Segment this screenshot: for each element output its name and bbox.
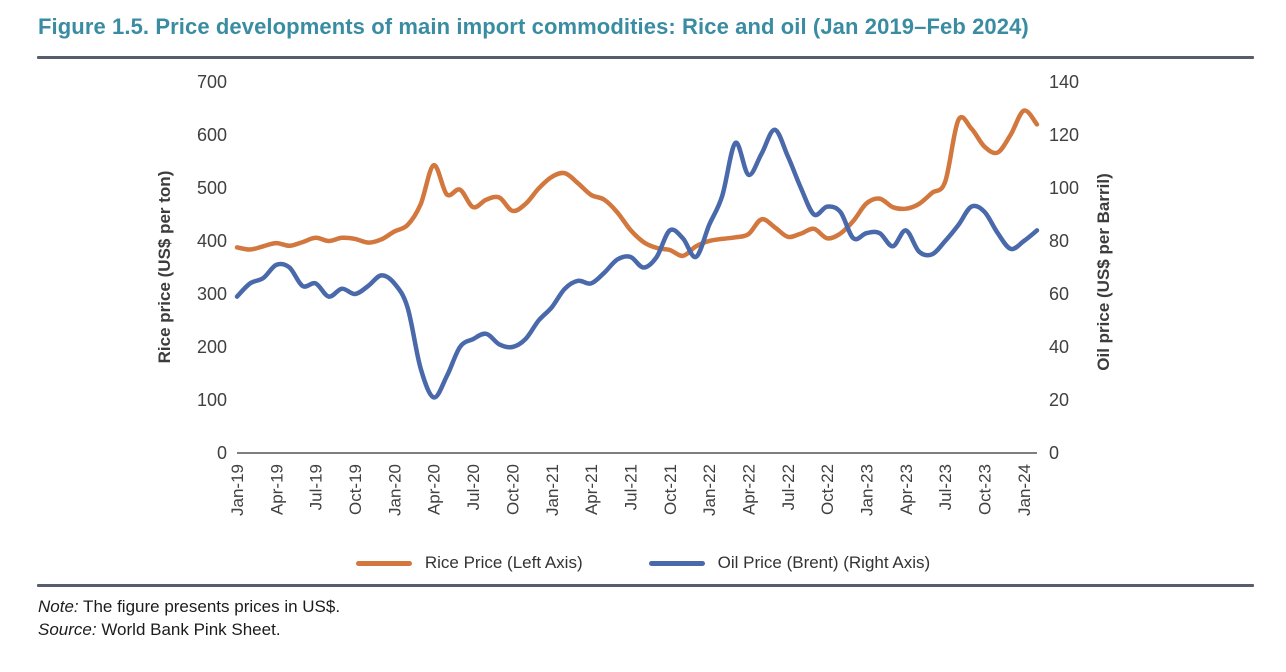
note-line: Note: The figure presents prices in US$. (38, 596, 340, 618)
oil-legend-swatch (648, 560, 705, 566)
note-text: The figure presents prices in US$. (78, 597, 341, 616)
left-axis-title: Rice price (US$ per ton) (155, 170, 174, 364)
y-axis-right-tick-label: 60 (1049, 284, 1069, 304)
y-axis-right-tick-label: 20 (1049, 390, 1069, 410)
y-axis-left-tick-label: 600 (197, 125, 227, 145)
y-axis-right-tick-label: 100 (1049, 178, 1079, 198)
x-axis-tick-label: Oct-23 (976, 464, 995, 515)
oil-price-line (234, 127, 1040, 400)
rice-price-line (234, 108, 1040, 259)
title-rule (37, 56, 1254, 59)
y-axis-left-tick-label: 300 (197, 284, 227, 304)
x-axis-tick-label: Jul-21 (621, 464, 640, 510)
rice-legend-label: Rice Price (Left Axis) (424, 553, 583, 572)
x-axis-tick-label: Oct-19 (346, 464, 365, 515)
legend: Rice Price (Left Axis) Oil Price (Brent)… (0, 553, 1286, 573)
x-axis-tick-label: Jan-23 (858, 464, 877, 516)
oil-legend-label: Oil Price (Brent) (Right Axis) (717, 553, 931, 572)
x-axis-tick-label: Jul-23 (936, 464, 955, 510)
y-axis-left-tick-label: 200 (197, 337, 227, 357)
x-axis-tick-label: Jul-22 (779, 464, 798, 510)
y-axis-left-tick-label: 0 (217, 443, 227, 463)
y-axis-right-tick-label: 0 (1049, 443, 1059, 463)
right-axis-title: Oil price (US$ per Barril) (1094, 173, 1113, 371)
y-axis-right-tick-label: 80 (1049, 231, 1069, 251)
x-axis-tick-label: Jan-21 (543, 464, 562, 516)
x-axis-tick-label: Oct-21 (661, 464, 680, 515)
rice-legend-swatch (355, 560, 412, 566)
y-axis-left-tick-label: 100 (197, 390, 227, 410)
bottom-rule (37, 584, 1254, 587)
x-axis-tick-label: Jul-19 (307, 464, 326, 510)
y-axis-right-tick-label: 120 (1049, 125, 1079, 145)
x-axis-tick-label: Apr-23 (897, 464, 916, 515)
x-axis-tick-label: Oct-20 (503, 464, 522, 515)
figure-title: Figure 1.5. Price developments of main i… (38, 14, 1029, 39)
x-axis-tick-label: Jan-19 (228, 464, 247, 516)
source-label: Source: (38, 620, 97, 639)
x-axis-tick-label: Jan-20 (385, 464, 404, 516)
source-text: World Bank Pink Sheet. (96, 620, 281, 639)
x-axis-tick-label: Apr-20 (425, 464, 444, 515)
source-line: Source: World Bank Pink Sheet. (38, 619, 281, 641)
y-axis-right-tick-label: 40 (1049, 337, 1069, 357)
x-axis-tick-label: Apr-19 (267, 464, 286, 515)
x-axis-tick-label: Jan-22 (700, 464, 719, 516)
x-axis-tick-label: Jul-20 (464, 464, 483, 510)
x-axis-tick-label: Apr-22 (739, 464, 758, 515)
y-axis-left-tick-label: 700 (197, 72, 227, 92)
legend-item-rice: Rice Price (Left Axis) (355, 553, 583, 573)
x-axis-tick-label: Jan-24 (1015, 464, 1034, 516)
x-axis-tick-label: Oct-22 (818, 464, 837, 515)
x-axis-tick-label: Apr-21 (582, 464, 601, 515)
y-axis-left-tick-label: 400 (197, 231, 227, 251)
note-label: Note: (38, 597, 79, 616)
y-axis-left-tick-label: 500 (197, 178, 227, 198)
legend-item-oil: Oil Price (Brent) (Right Axis) (648, 553, 931, 573)
y-axis-right-tick-label: 140 (1049, 72, 1079, 92)
